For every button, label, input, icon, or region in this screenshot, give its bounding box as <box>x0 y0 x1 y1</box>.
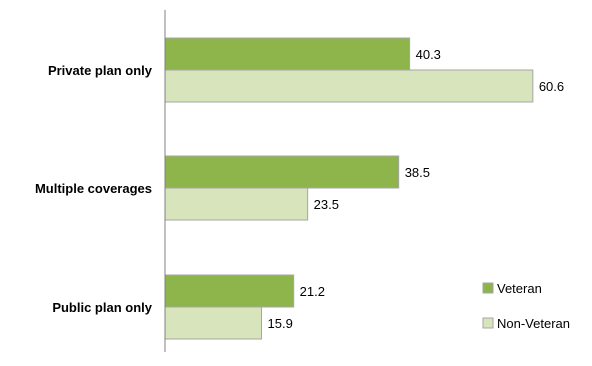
value-label-veteran-multiple-coverages: 38.5 <box>405 165 430 180</box>
bar-veteran-multiple-coverages <box>164 155 400 189</box>
value-label-veteran-public-plan-only: 21.2 <box>300 284 325 299</box>
legend-swatch-non-veteran <box>482 317 494 329</box>
legend-label-non-veteran: Non-Veteran <box>497 316 570 331</box>
category-label-multiple-coverages: Multiple coverages <box>35 181 152 196</box>
value-label-non-veteran-public-plan-only: 15.9 <box>268 316 293 331</box>
bar-non-veteran-multiple-coverages <box>164 187 309 221</box>
legend: Veteran Non-Veteran <box>482 281 570 331</box>
category-labels-layer: Private plan only Multiple coverages Publi… <box>35 63 153 315</box>
legend-label-veteran: Veteran <box>497 281 542 296</box>
bar-veteran-public-plan-only <box>164 274 295 308</box>
value-label-non-veteran-multiple-coverages: 23.5 <box>314 197 339 212</box>
category-label-public-plan-only: Public plan only <box>52 300 152 315</box>
value-labels-layer: 40.3 60.6 38.5 23.5 21.2 15.9 <box>268 47 565 331</box>
value-label-veteran-private-plan-only: 40.3 <box>416 47 441 62</box>
value-label-non-veteran-private-plan-only: 60.6 <box>539 79 564 94</box>
bar-veteran-private-plan-only <box>164 37 411 71</box>
bar-non-veteran-private-plan-only <box>164 69 534 103</box>
bars-layer <box>164 37 534 340</box>
legend-swatch-veteran <box>482 282 494 294</box>
category-label-private-plan-only: Private plan only <box>48 63 153 78</box>
bar-non-veteran-public-plan-only <box>164 306 263 340</box>
